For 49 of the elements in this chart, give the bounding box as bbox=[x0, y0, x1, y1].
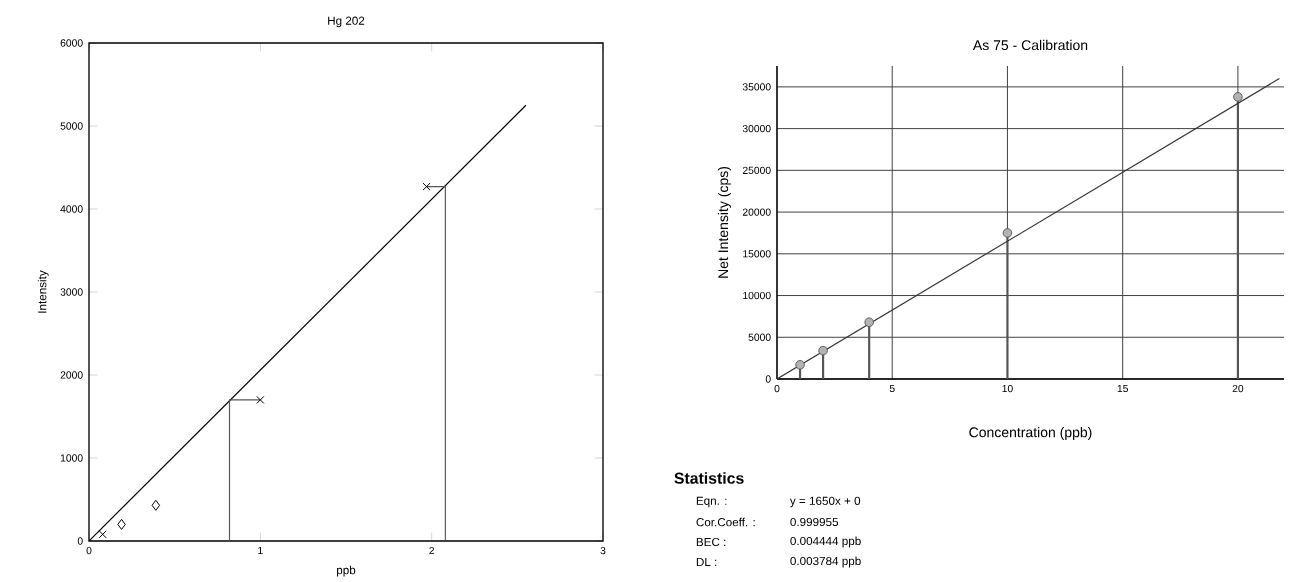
y-tick-label: 15000 bbox=[743, 250, 771, 258]
x-tick-label: 2 bbox=[429, 546, 435, 555]
y-tick-label: 0 bbox=[765, 375, 771, 383]
point bbox=[1002, 228, 1013, 238]
x-tick-label: 1 bbox=[258, 546, 263, 554]
text: 0.999955 bbox=[790, 517, 839, 527]
text: y = 1650x + 0 bbox=[789, 496, 861, 508]
point bbox=[795, 360, 805, 370]
x-tick-label: 15 bbox=[1117, 384, 1128, 393]
x-tick-label: 0 bbox=[86, 546, 92, 555]
text: Statistics bbox=[674, 472, 744, 484]
y-tick-label: 1000 bbox=[60, 454, 83, 462]
text: Cor.Coeff. : bbox=[696, 517, 755, 527]
point bbox=[117, 518, 126, 530]
text: 0.003784 ppb bbox=[790, 556, 861, 568]
point bbox=[864, 317, 874, 327]
x-tick-label: 3 bbox=[600, 546, 606, 555]
text: DL : bbox=[696, 557, 717, 566]
text: BEC : bbox=[696, 537, 726, 547]
point bbox=[151, 499, 161, 511]
x-tick-label: 5 bbox=[889, 384, 895, 393]
x-tick-label: 10 bbox=[1002, 384, 1013, 393]
y-tick-label: 0 bbox=[77, 537, 83, 545]
y-tick-label: 30000 bbox=[742, 124, 771, 133]
x-axis-title: Concentration (ppb) bbox=[969, 426, 1092, 440]
point bbox=[256, 395, 265, 404]
y-tick-label: 20000 bbox=[742, 208, 771, 216]
x-axis-title: ppb bbox=[337, 565, 356, 577]
x-tick-label: 20 bbox=[1232, 384, 1244, 393]
y-tick-label: 5000 bbox=[60, 122, 83, 130]
point bbox=[98, 530, 107, 539]
point bbox=[818, 345, 828, 356]
text: 0.004444 ppb bbox=[790, 536, 861, 548]
y-tick-label: 4000 bbox=[60, 205, 83, 213]
chart-title: As 75 - Calibration bbox=[972, 39, 1088, 51]
y-axis-title: Net Intensity (cps) bbox=[717, 166, 731, 278]
chart-title: Hg 202 bbox=[328, 16, 365, 28]
y-axis-title: Intensity bbox=[37, 270, 49, 313]
y-tick-label: 5000 bbox=[748, 333, 771, 341]
y-tick-label: 10000 bbox=[743, 291, 771, 300]
y-tick-label: 6000 bbox=[60, 39, 83, 47]
text: Eqn. : bbox=[696, 496, 727, 508]
y-tick-label: 35000 bbox=[742, 83, 771, 91]
point bbox=[422, 182, 431, 191]
point bbox=[1233, 92, 1243, 102]
x-tick-label: 0 bbox=[774, 384, 780, 393]
y-tick-label: 2000 bbox=[60, 371, 83, 379]
y-tick-label: 25000 bbox=[742, 166, 771, 174]
y-tick-label: 3000 bbox=[60, 288, 83, 296]
